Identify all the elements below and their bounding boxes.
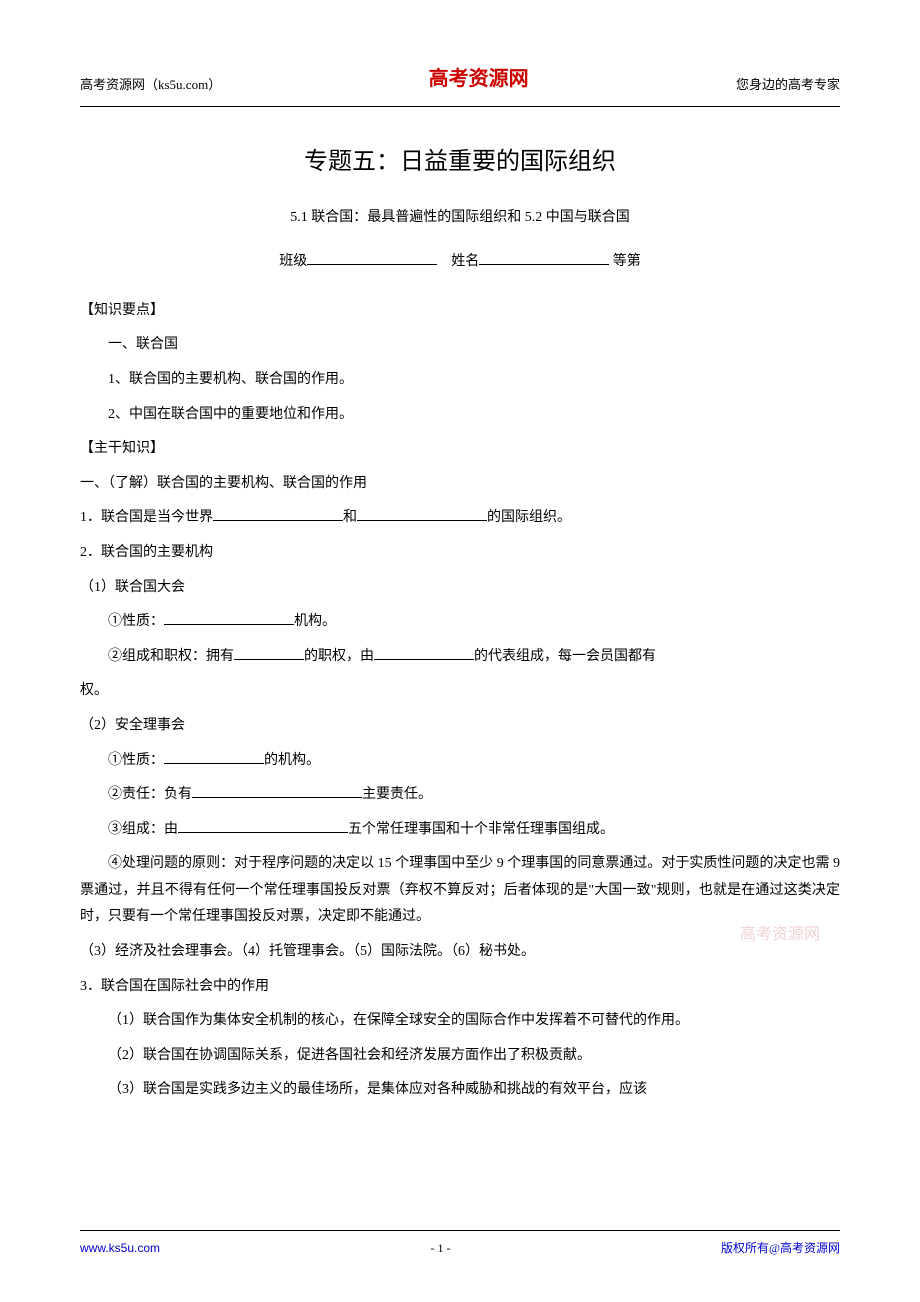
s2-10a: ②责任：负有	[108, 787, 192, 802]
class-blank	[307, 264, 437, 265]
s2-8: （2）安全理事会	[80, 713, 840, 740]
s2-3: 2．联合国的主要机构	[80, 540, 840, 567]
s2-6c: 的代表组成，每一会员国都有	[474, 649, 656, 664]
footer-page-number: - 1 -	[430, 1237, 450, 1260]
form-line: 班级 姓名 等第	[80, 249, 840, 276]
header-center-text: 高考资源网	[429, 60, 529, 98]
s2-11a: ③组成：由	[108, 822, 178, 837]
s2-2a: 1．联合国是当今世界	[80, 510, 213, 525]
s2-14: 3．联合国在国际社会中的作用	[80, 974, 840, 1001]
header-right-text: 您身边的高考专家	[736, 73, 840, 98]
s2-6: ②组成和职权：拥有 的职权，由 的代表组成，每一会员国都有	[80, 644, 840, 671]
s2-10b: 主要责任。	[362, 787, 432, 802]
s2-2: 1．联合国是当今世界 和 的国际组织。	[80, 505, 840, 532]
s2-15: （1）联合国作为集体安全机制的核心，在保障全球安全的国际合作中发挥着不可替代的作…	[80, 1008, 840, 1035]
s2-5a: ①性质：	[108, 614, 164, 629]
s2-12: ④处理问题的原则：对于程序问题的决定以 15 个理事国中至少 9 个理事国的同意…	[80, 851, 840, 931]
blank-2	[357, 520, 487, 521]
footer-left: www.ks5u.com	[80, 1237, 160, 1260]
blank-8	[178, 832, 348, 833]
s2-5: ①性质： 机构。	[80, 609, 840, 636]
s2-16: （2）联合国在协调国际关系，促进各国社会和经济发展方面作出了积极贡献。	[80, 1043, 840, 1070]
class-label: 班级	[279, 254, 307, 269]
s2-6b: 的职权，由	[304, 649, 374, 664]
s2-1: 一、（了解）联合国的主要机构、联合国的作用	[80, 471, 840, 498]
page-header: 高考资源网（ks5u.com） 高考资源网 您身边的高考专家	[80, 60, 840, 107]
s1-2: 1、联合国的主要机构、联合国的作用。	[80, 367, 840, 394]
blank-1	[213, 520, 343, 521]
section-main-head: 【主干知识】	[80, 436, 840, 463]
page-footer: www.ks5u.com - 1 - 版权所有@高考资源网	[80, 1230, 840, 1260]
s2-9b: 的机构。	[264, 753, 320, 768]
name-label: 姓名	[451, 254, 479, 269]
s2-9: ①性质： 的机构。	[80, 748, 840, 775]
blank-3	[164, 624, 294, 625]
s1-3: 2、中国在联合国中的重要地位和作用。	[80, 402, 840, 429]
header-left-text: 高考资源网（ks5u.com）	[80, 73, 221, 98]
blank-7	[192, 797, 362, 798]
document-title: 专题五：日益重要的国际组织	[80, 139, 840, 185]
blank-5	[374, 659, 474, 660]
s2-11b: 五个常任理事国和十个非常任理事国组成。	[348, 822, 614, 837]
blank-4	[234, 659, 304, 660]
name-blank	[479, 264, 609, 265]
s2-9a: ①性质：	[108, 753, 164, 768]
s2-13: （3）经济及社会理事会。（4）托管理事会。（5）国际法院。（6）秘书处。	[80, 939, 840, 966]
s2-17: （3）联合国是实践多边主义的最佳场所，是集体应对各种威胁和挑战的有效平台，应该	[80, 1077, 840, 1104]
s2-5b: 机构。	[294, 614, 336, 629]
s1-1: 一、联合国	[80, 332, 840, 359]
s2-4: （1）联合国大会	[80, 575, 840, 602]
document-subtitle: 5.1 联合国：最具普遍性的国际组织和 5.2 中国与联合国	[80, 205, 840, 232]
s2-2b: 和	[343, 510, 357, 525]
s2-2c: 的国际组织。	[487, 510, 571, 525]
grade-label: 等第	[613, 254, 641, 269]
s2-6a: ②组成和职权：拥有	[108, 649, 234, 664]
s2-10: ②责任：负有 主要责任。	[80, 782, 840, 809]
section-knowledge-head: 【知识要点】	[80, 298, 840, 325]
s2-11: ③组成：由 五个常任理事国和十个非常任理事国组成。	[80, 817, 840, 844]
footer-right: 版权所有@高考资源网	[721, 1237, 840, 1260]
blank-6	[164, 763, 264, 764]
s2-7: 权。	[80, 678, 840, 705]
